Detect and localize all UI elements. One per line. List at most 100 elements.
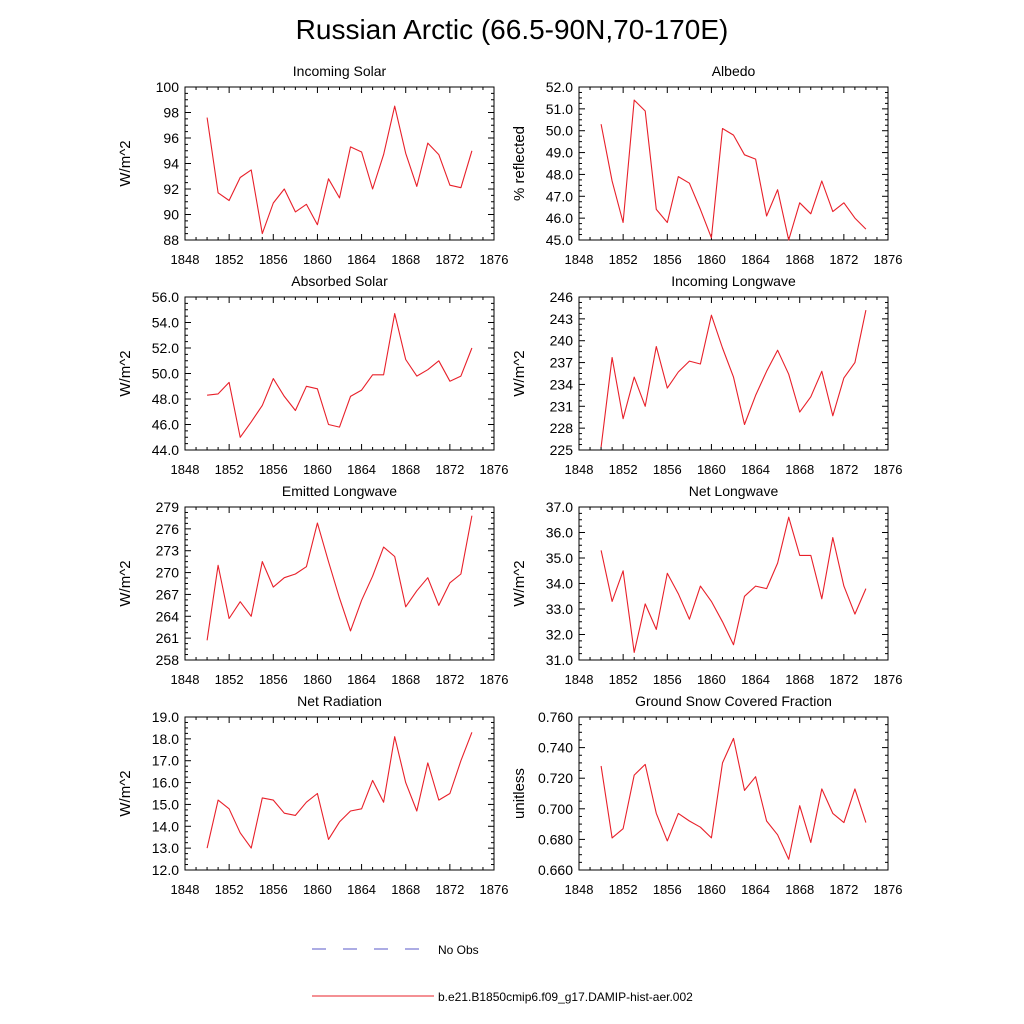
x-tick-label: 1872: [829, 252, 858, 267]
panel-5: Emitted Longwave W/m^2 1848 1852 1856 1860 186…: [117, 483, 508, 687]
x-tick-label: 1868: [785, 882, 814, 897]
panel-title: Incoming Longwave: [671, 273, 796, 289]
x-tick-label: 1856: [259, 672, 288, 687]
x-tick-label: 1852: [609, 462, 638, 477]
x-tick-label: 1848: [565, 252, 594, 267]
x-tick-label: 1872: [435, 672, 464, 687]
x-tick-label: 1872: [829, 882, 858, 897]
y-tick-label: 46.0: [546, 210, 573, 226]
panel-8: Ground Snow Covered Fraction unitless 1848…: [511, 693, 902, 897]
x-tick-label: 1864: [347, 882, 376, 897]
panel-3: Absorbed Solar W/m^2 1848 1852 1856 1860 1864 1…: [117, 273, 508, 477]
y-tick-label: 52.0: [546, 79, 573, 95]
y-tick-label: 96: [163, 130, 179, 146]
x-tick-label: 1872: [435, 462, 464, 477]
y-tick-label: 0.680: [538, 831, 573, 847]
y-tick-label: 243: [550, 311, 574, 327]
y-tick-label: 234: [550, 376, 574, 392]
y-tick-label: 90: [163, 207, 179, 223]
x-tick-label: 1852: [609, 252, 638, 267]
y-tick-label: 0.760: [538, 709, 573, 725]
x-tick-label: 1868: [785, 672, 814, 687]
x-tick-label: 1868: [391, 882, 420, 897]
x-tick-label: 1872: [435, 882, 464, 897]
x-tick-label: 1860: [697, 462, 726, 477]
legend-label-model: b.e21.B1850cmip6.f09_g17.DAMIP-hist-aer.…: [438, 990, 693, 1004]
x-tick-label: 1872: [829, 462, 858, 477]
y-axis-label: W/m^2: [511, 560, 528, 606]
y-tick-label: 50.0: [152, 366, 179, 382]
series-line: [206, 515, 473, 641]
y-tick-label: 15.0: [152, 796, 179, 812]
panel-4: Incoming Longwave W/m^2 1848 1852 1856 1860 18…: [511, 273, 902, 477]
y-axis-label: W/m^2: [117, 140, 134, 186]
y-tick-label: 258: [156, 652, 180, 668]
y-tick-label: 54.0: [152, 315, 179, 331]
panel-title: Incoming Solar: [293, 63, 387, 79]
x-tick-label: 1852: [609, 882, 638, 897]
y-axis-label: W/m^2: [117, 560, 134, 606]
y-tick-label: 17.0: [152, 753, 179, 769]
x-tick-label: 1860: [303, 672, 332, 687]
y-tick-label: 267: [156, 586, 180, 602]
y-tick-label: 56.0: [152, 289, 179, 305]
panel-6: Net Longwave W/m^2 1848 1852 1856 1860 1864 186…: [511, 483, 902, 687]
series-line: [600, 99, 867, 241]
y-tick-label: 231: [550, 398, 574, 414]
x-tick-label: 1860: [303, 462, 332, 477]
y-tick-label: 46.0: [152, 417, 179, 433]
x-tick-label: 1868: [785, 252, 814, 267]
panel-title: Net Radiation: [297, 693, 382, 709]
y-tick-label: 94: [163, 156, 179, 172]
y-axis-label: W/m^2: [511, 350, 528, 396]
x-tick-label: 1864: [347, 672, 376, 687]
x-tick-label: 1864: [347, 462, 376, 477]
y-axis-label: % reflected: [511, 126, 528, 201]
y-tick-label: 49.0: [546, 145, 573, 161]
x-tick-label: 1856: [259, 882, 288, 897]
x-tick-label: 1856: [653, 672, 682, 687]
y-tick-label: 0.740: [538, 740, 573, 756]
series-line: [600, 737, 867, 860]
y-tick-label: 270: [156, 565, 180, 581]
x-tick-label: 1856: [259, 252, 288, 267]
x-tick-label: 1868: [391, 672, 420, 687]
panel-1: Incoming Solar W/m^2 1848 1852 1856 1860 1864 1…: [117, 63, 508, 267]
y-tick-label: 246: [550, 289, 574, 305]
series-line: [600, 516, 867, 653]
x-tick-label: 1864: [741, 462, 770, 477]
x-tick-label: 1852: [215, 462, 244, 477]
x-tick-label: 1864: [741, 882, 770, 897]
panel-title: Albedo: [712, 63, 756, 79]
panel-title: Emitted Longwave: [282, 483, 397, 499]
x-tick-label: 1872: [829, 672, 858, 687]
y-tick-label: 37.0: [546, 499, 573, 515]
x-tick-label: 1860: [697, 252, 726, 267]
y-axis-label: W/m^2: [117, 350, 134, 396]
x-tick-label: 1848: [171, 462, 200, 477]
y-tick-label: 0.660: [538, 862, 573, 878]
y-tick-label: 50.0: [546, 123, 573, 139]
x-tick-label: 1848: [171, 252, 200, 267]
x-tick-label: 1852: [609, 672, 638, 687]
panel-title: Absorbed Solar: [291, 273, 388, 289]
y-tick-label: 47.0: [546, 188, 573, 204]
y-tick-label: 98: [163, 105, 179, 121]
plot-frame: [578, 296, 889, 451]
panel-7: Net Radiation W/m^2 1848 1852 1856 1860 1864 18…: [117, 693, 508, 897]
x-tick-label: 1876: [480, 252, 509, 267]
x-tick-label: 1868: [391, 462, 420, 477]
y-tick-label: 237: [550, 355, 574, 371]
plot-frame: [578, 86, 889, 241]
y-tick-label: 0.720: [538, 770, 573, 786]
x-tick-label: 1860: [697, 882, 726, 897]
y-tick-label: 240: [550, 333, 574, 349]
series-line: [206, 105, 473, 235]
plot-frame: [184, 506, 495, 661]
y-tick-label: 36.0: [546, 525, 573, 541]
x-tick-label: 1876: [480, 882, 509, 897]
panel-title: Ground Snow Covered Fraction: [635, 693, 832, 709]
series-line: [600, 309, 867, 448]
y-tick-label: 18.0: [152, 731, 179, 747]
x-tick-label: 1852: [215, 882, 244, 897]
